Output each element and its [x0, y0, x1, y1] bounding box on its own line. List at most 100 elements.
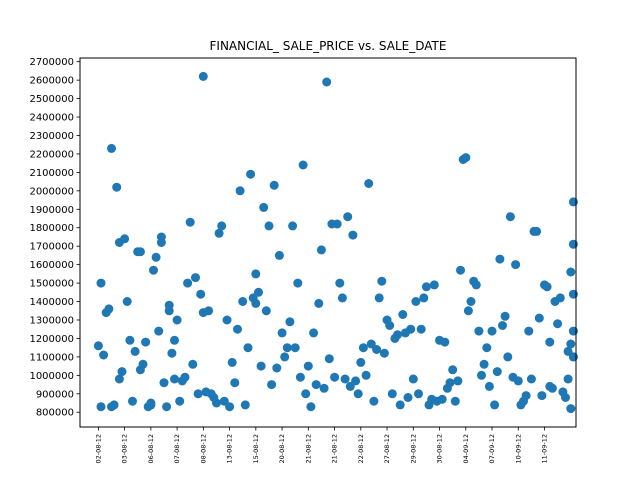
data-point: [235, 186, 245, 196]
data-point: [406, 324, 416, 334]
data-point: [482, 343, 492, 353]
data-point: [282, 343, 292, 353]
x-tick-label: 03-08-12: [121, 434, 129, 464]
data-point: [141, 337, 151, 347]
y-tick-label: 1600000: [29, 260, 74, 271]
data-point: [180, 372, 190, 382]
data-point: [251, 298, 261, 308]
data-point: [135, 247, 145, 257]
data-point: [227, 357, 237, 367]
data-point: [466, 297, 476, 306]
data-point: [393, 330, 402, 340]
data-point: [128, 396, 137, 406]
data-point: [172, 315, 182, 325]
data-point: [450, 396, 460, 406]
data-point: [547, 383, 557, 393]
data-point: [293, 278, 303, 288]
data-point: [387, 389, 397, 399]
data-point: [526, 374, 536, 384]
data-point: [353, 389, 363, 399]
data-point: [314, 298, 324, 308]
x-tick-label: 07-08-12: [173, 434, 181, 464]
data-point: [99, 350, 109, 360]
data-point: [474, 326, 484, 336]
data-point: [225, 402, 235, 412]
y-tick-label: 2100000: [29, 168, 74, 179]
data-point: [398, 310, 408, 319]
data-point: [135, 365, 145, 375]
data-point: [96, 278, 106, 288]
x-tick-label: 11-09-12: [541, 434, 549, 464]
data-point: [156, 232, 166, 242]
data-point: [272, 363, 282, 373]
data-point: [230, 378, 240, 388]
data-point: [566, 267, 576, 277]
data-point: [151, 252, 161, 262]
data-point: [301, 389, 311, 399]
data-point: [498, 321, 507, 330]
data-point: [117, 367, 127, 377]
data-point: [264, 221, 274, 231]
data-point: [183, 278, 193, 288]
y-tick-label: 2500000: [29, 94, 74, 105]
data-point: [416, 324, 426, 334]
data-point: [351, 376, 361, 386]
data-point: [340, 374, 350, 384]
data-point: [403, 393, 413, 402]
data-point: [568, 352, 578, 362]
data-point: [238, 297, 248, 306]
data-point: [542, 282, 552, 292]
data-point: [170, 374, 179, 384]
y-tick-label: 1100000: [29, 352, 74, 363]
data-point: [93, 341, 103, 351]
data-point: [487, 326, 497, 336]
data-point: [372, 345, 382, 354]
data-point: [259, 202, 269, 212]
data-point: [114, 374, 124, 384]
data-point: [364, 179, 374, 188]
data-point: [269, 180, 279, 190]
data-point: [170, 335, 179, 345]
data-point: [555, 293, 565, 303]
data-point: [240, 400, 250, 410]
data-point: [311, 380, 321, 390]
data-point: [343, 212, 353, 222]
axes-frame: [79, 57, 577, 428]
data-point: [243, 343, 253, 353]
data-point: [361, 370, 371, 380]
data-point: [471, 280, 481, 290]
y-tick-label: 2700000: [29, 57, 74, 68]
data-point: [568, 197, 578, 207]
data-point: [419, 293, 429, 303]
data-point: [461, 153, 471, 163]
data-point: [204, 306, 214, 316]
data-point: [319, 383, 329, 393]
x-tick-label: 04-09-12: [462, 434, 470, 464]
x-tick-label: 30-08-12: [436, 434, 444, 464]
data-point: [198, 71, 208, 81]
data-point: [159, 378, 169, 388]
data-point: [377, 276, 387, 286]
y-tick-label: 2000000: [29, 186, 74, 197]
data-point: [254, 287, 263, 297]
data-point: [335, 278, 345, 288]
data-point: [233, 324, 242, 334]
data-point: [277, 328, 287, 338]
data-point: [109, 400, 119, 410]
data-point: [545, 337, 555, 347]
data-point: [324, 354, 334, 364]
data-point: [222, 315, 232, 325]
data-point: [154, 326, 164, 336]
y-tick-label: 2300000: [29, 131, 74, 142]
data-point: [568, 239, 578, 249]
data-point: [503, 352, 513, 362]
y-tick-label: 1000000: [29, 371, 74, 382]
data-point: [369, 396, 379, 406]
data-point: [191, 273, 200, 283]
data-point: [146, 400, 156, 410]
data-point: [490, 400, 500, 410]
x-tick-label: 21-08-12: [331, 434, 339, 464]
data-point: [414, 389, 423, 399]
data-point: [453, 376, 463, 386]
